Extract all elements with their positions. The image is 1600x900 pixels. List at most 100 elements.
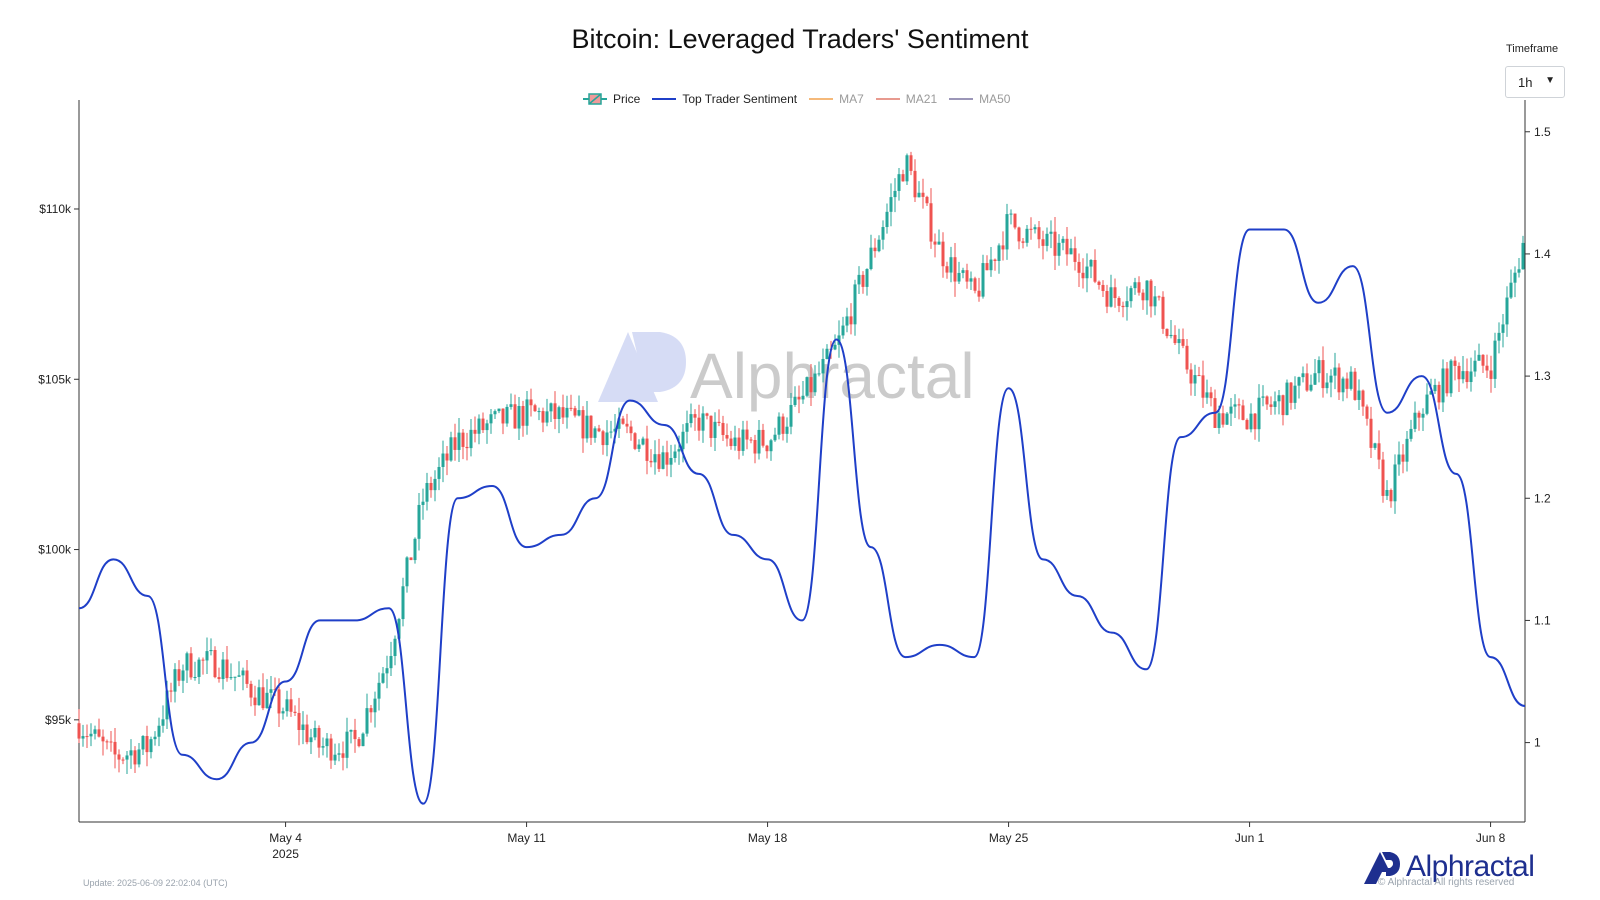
price-candle xyxy=(1209,392,1213,399)
y-left-tick-label: $95k xyxy=(45,713,72,727)
price-candle xyxy=(1045,233,1049,246)
price-candle xyxy=(769,440,773,452)
price-candle xyxy=(1257,397,1261,430)
price-candle xyxy=(613,428,617,432)
price-candle xyxy=(621,418,625,424)
price-candle xyxy=(1229,406,1233,414)
price-candle xyxy=(377,682,381,699)
price-candle xyxy=(789,404,793,427)
price-candle xyxy=(657,454,661,469)
price-candle xyxy=(265,692,269,709)
price-candle xyxy=(165,690,169,720)
price-candle xyxy=(761,429,765,446)
legend-item-ma21[interactable]: MA21 xyxy=(875,92,938,106)
price-candle xyxy=(1161,296,1165,329)
price-candle xyxy=(85,736,89,738)
price-candle xyxy=(1025,228,1029,243)
price-candle xyxy=(1181,339,1185,346)
y-right-tick-label: 1.3 xyxy=(1534,369,1551,383)
price-candle xyxy=(405,557,409,587)
price-candle xyxy=(1265,396,1269,405)
price-candle xyxy=(1401,454,1405,462)
price-candle xyxy=(861,274,865,287)
price-candle xyxy=(533,405,537,412)
legend-item-ma50[interactable]: MA50 xyxy=(949,92,1010,106)
price-candle xyxy=(505,406,509,424)
price-candle xyxy=(1205,392,1209,398)
price-candle xyxy=(909,155,913,171)
price-candle xyxy=(1445,368,1449,394)
price-candle xyxy=(885,211,889,228)
price-candle xyxy=(301,724,305,730)
price-candle xyxy=(737,437,741,451)
price-candle xyxy=(269,689,273,693)
price-candle xyxy=(945,266,949,273)
price-candle xyxy=(1473,360,1477,372)
legend-label: MA21 xyxy=(905,92,938,106)
legend-item-top-trader-sentiment[interactable]: Top Trader Sentiment xyxy=(652,92,797,106)
price-candle xyxy=(89,733,93,737)
timeframe-select[interactable]: 1h ▼ xyxy=(1505,66,1565,98)
price-candle xyxy=(933,241,937,245)
price-candle xyxy=(105,741,109,743)
price-candle xyxy=(701,413,705,431)
price-candle xyxy=(681,431,685,450)
price-candle xyxy=(549,403,553,412)
price-candle xyxy=(1149,280,1153,307)
price-candle xyxy=(1349,371,1353,389)
price-candle xyxy=(1385,490,1389,496)
price-candle xyxy=(1173,334,1177,344)
price-candle xyxy=(777,416,781,435)
price-candle xyxy=(1189,369,1193,384)
price-candle xyxy=(1477,354,1481,361)
price-candle xyxy=(1273,401,1277,407)
price-candle xyxy=(685,423,689,432)
price-candle xyxy=(841,325,845,336)
price-candle xyxy=(385,668,389,674)
update-timestamp: Update: 2025-06-09 22:02:04 (UTC) xyxy=(83,878,228,888)
price-candle xyxy=(1169,334,1173,337)
price-candle xyxy=(1021,241,1025,243)
price-candle xyxy=(1061,238,1065,243)
price-candle xyxy=(501,408,505,424)
price-candle xyxy=(1073,248,1077,262)
price-candle xyxy=(449,437,453,461)
price-candle xyxy=(873,247,877,252)
price-candle xyxy=(1245,419,1249,430)
price-candle xyxy=(1069,248,1073,255)
price-candle xyxy=(281,711,285,714)
legend-swatch xyxy=(583,93,607,105)
price-candle xyxy=(1141,292,1145,301)
price-candle xyxy=(669,457,673,465)
price-candle xyxy=(545,411,549,423)
price-candle xyxy=(1425,394,1429,414)
price-candle xyxy=(1333,367,1337,376)
axis-labels: $95k $100k $105k $110k 1 1.1 1.2 1.3 1.4 1.5 May 4… xyxy=(38,125,1551,861)
price-candle xyxy=(541,411,545,423)
legend-swatch xyxy=(949,98,974,100)
price-candle xyxy=(997,245,1001,261)
price-candle xyxy=(585,415,589,439)
price-candle xyxy=(1389,490,1393,502)
legend-item-ma7[interactable]: MA7 xyxy=(809,92,864,106)
price-candle xyxy=(753,440,757,454)
legend-item-price[interactable]: Price xyxy=(583,92,640,106)
price-candle xyxy=(1497,332,1501,341)
price-candle xyxy=(1289,382,1293,403)
price-candle xyxy=(825,348,829,359)
price-candle xyxy=(525,399,529,426)
price-candle xyxy=(1345,378,1349,389)
price-candle xyxy=(309,737,313,743)
price-candle xyxy=(1057,242,1061,256)
price-candle xyxy=(77,723,81,739)
price-candle xyxy=(981,263,985,297)
price-candle xyxy=(733,437,737,447)
price-candle xyxy=(221,659,225,680)
price-candle xyxy=(201,659,205,661)
price-candle xyxy=(1325,382,1329,389)
price-candle xyxy=(633,433,637,449)
price-candle xyxy=(205,651,209,661)
price-candle xyxy=(481,418,485,431)
price-candle xyxy=(749,439,753,441)
